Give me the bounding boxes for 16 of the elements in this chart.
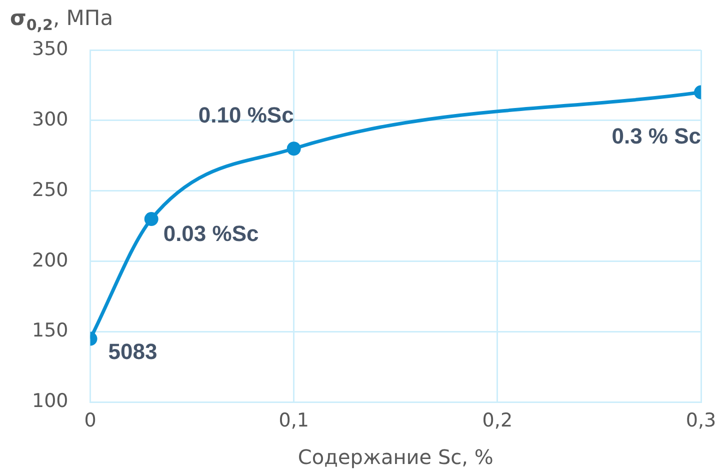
- y-tick-label: 250: [32, 178, 68, 201]
- y-tick-label: 100: [32, 390, 68, 412]
- y-tick-label: 350: [32, 38, 68, 60]
- x-tick-label: 0,1: [278, 410, 309, 432]
- x-tick-label: 0,3: [686, 410, 716, 432]
- x-tick-label: 0,2: [482, 410, 513, 432]
- y-tick-label: 300: [32, 108, 68, 130]
- x-axis-title: Содержание Sc, %: [298, 445, 494, 470]
- x-tick-label: 0: [84, 410, 96, 432]
- y-tick-label: 200: [32, 249, 68, 272]
- annotation: 5083: [108, 338, 158, 364]
- annotation: 0.03 %Sc: [163, 221, 259, 246]
- annotation: 0.3 % Sc: [612, 123, 701, 148]
- annotation: 0.10 %Sc: [198, 102, 294, 128]
- y-tick-label: 150: [32, 320, 68, 342]
- y-axis-title: σ$_{0,2}$, МПа: [10, 6, 114, 34]
